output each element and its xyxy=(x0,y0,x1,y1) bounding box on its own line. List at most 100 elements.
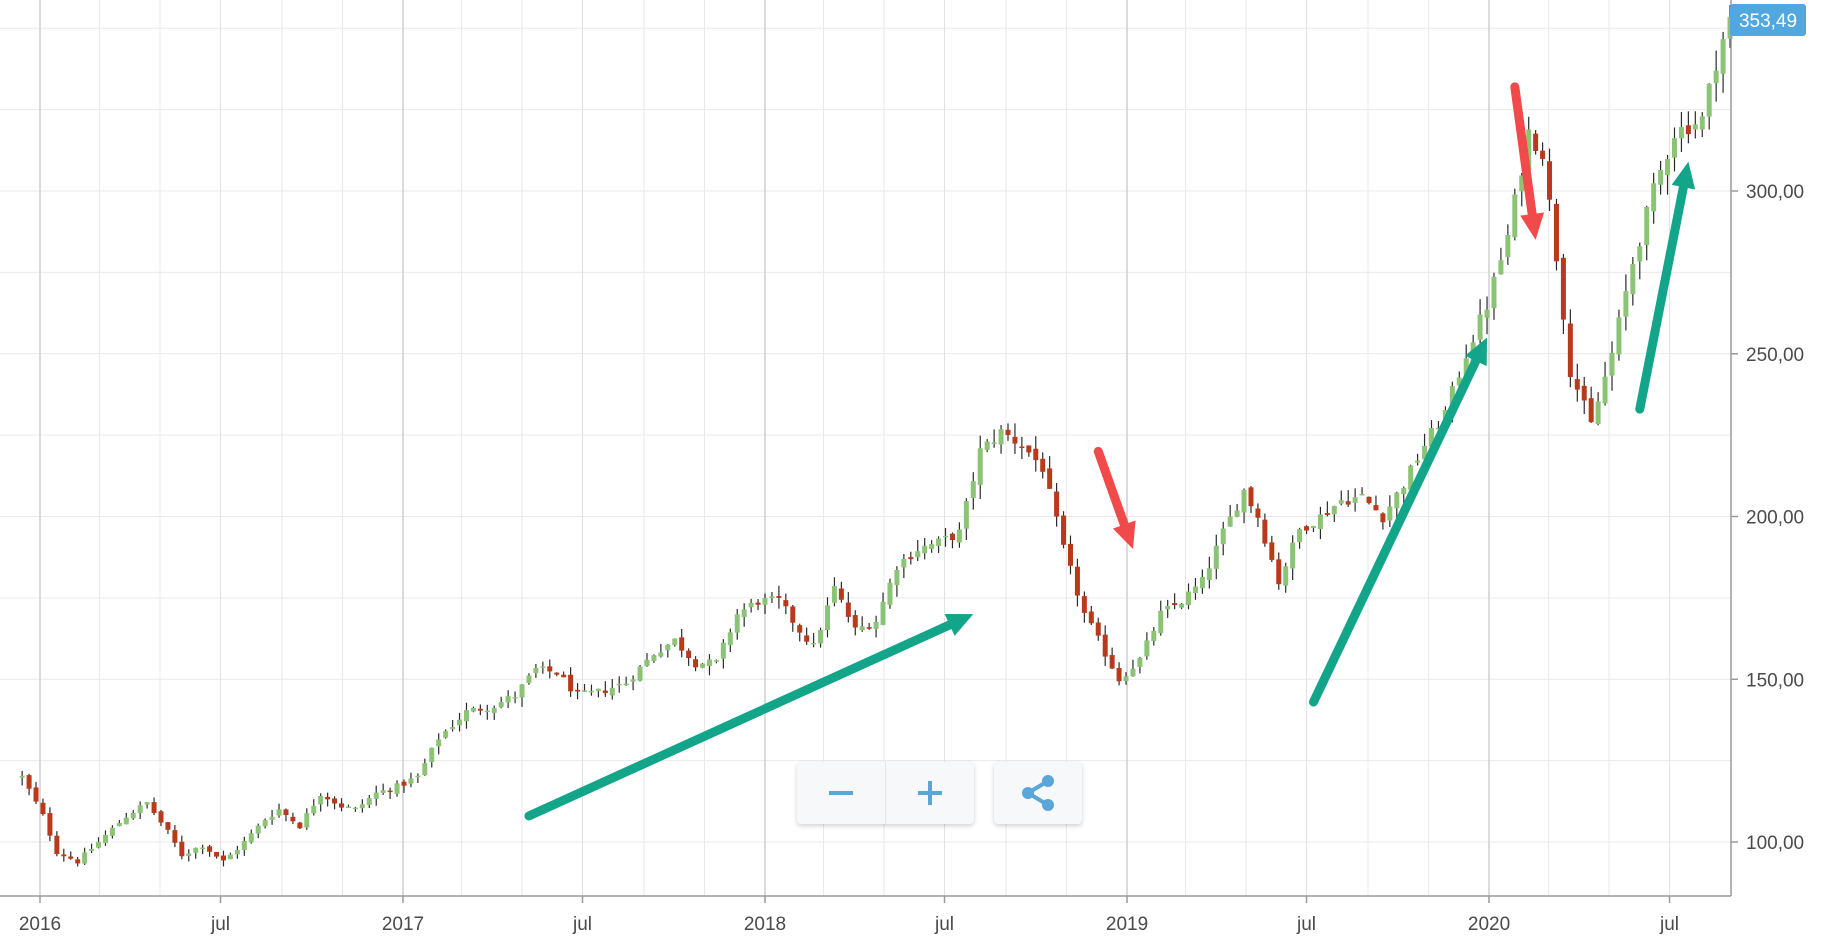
candle-up xyxy=(1671,138,1677,158)
candle-down xyxy=(1095,622,1101,636)
candle-down xyxy=(220,855,226,861)
candle-up xyxy=(1338,500,1344,504)
candle-down xyxy=(1685,125,1691,135)
candle-down xyxy=(783,600,789,607)
candle-up xyxy=(96,841,102,848)
candle-up xyxy=(859,626,865,631)
candle-down xyxy=(325,796,331,800)
candle-down xyxy=(33,787,39,802)
candle-down xyxy=(679,637,685,651)
candle-up xyxy=(1234,510,1240,517)
candle-up xyxy=(1144,640,1150,657)
candle-up xyxy=(1435,427,1441,430)
candle-up xyxy=(769,596,775,599)
candle-up xyxy=(1692,124,1698,130)
candle-up xyxy=(588,690,594,693)
candle-down xyxy=(554,672,560,675)
chart-controls xyxy=(797,762,1082,824)
candle-down xyxy=(1054,491,1060,517)
y-tick-label: 250,00 xyxy=(1746,345,1804,366)
candle-down xyxy=(1373,505,1379,511)
zoom-out-button[interactable] xyxy=(797,762,885,824)
candle-up xyxy=(512,697,518,699)
candle-up xyxy=(1352,497,1358,503)
candle-down xyxy=(214,851,220,857)
candle-up xyxy=(1706,83,1712,117)
candle-up xyxy=(255,825,261,834)
candle-down xyxy=(1026,445,1032,453)
candle-down xyxy=(151,802,157,814)
candle-up xyxy=(929,544,935,549)
candle-up xyxy=(1408,465,1414,490)
candle-down xyxy=(797,625,803,633)
candle-down xyxy=(26,775,32,789)
candle-down xyxy=(1366,496,1372,504)
candle-up xyxy=(1651,183,1657,212)
candle-down xyxy=(908,557,914,560)
x-tick-label: 2018 xyxy=(744,914,786,935)
candle-down xyxy=(1560,257,1566,320)
candle-up xyxy=(1456,377,1462,386)
candle-up xyxy=(1158,610,1164,634)
candle-down xyxy=(1172,603,1178,606)
candle-up xyxy=(1290,542,1296,569)
candle-down xyxy=(1005,429,1011,435)
candle-down xyxy=(283,809,289,816)
candle-up xyxy=(1519,175,1525,192)
share-icon xyxy=(1022,775,1054,811)
candle-down xyxy=(68,856,74,859)
candle-up xyxy=(748,602,754,608)
candle-up xyxy=(1192,586,1198,594)
candle-down xyxy=(1324,513,1330,515)
candle-up xyxy=(1394,492,1400,509)
candle-up xyxy=(470,707,476,712)
candle-down xyxy=(339,803,345,808)
candle-up xyxy=(1498,260,1504,275)
candle-up xyxy=(269,816,275,820)
candle-up xyxy=(915,551,921,558)
candle-up xyxy=(102,834,108,844)
candle-up xyxy=(1720,39,1726,74)
candle-up xyxy=(144,802,150,805)
candle-up xyxy=(1297,529,1303,543)
candle-down xyxy=(1540,150,1546,159)
x-tick-label: 2020 xyxy=(1468,914,1510,935)
candle-up xyxy=(1137,657,1143,667)
candle-up xyxy=(248,833,254,843)
candle-down xyxy=(1047,468,1053,489)
candle-down xyxy=(790,606,796,623)
candle-up xyxy=(1310,525,1316,528)
candle-up xyxy=(1678,126,1684,139)
candle-up xyxy=(484,710,490,713)
candle-down xyxy=(1345,501,1351,505)
candle-down xyxy=(547,666,553,672)
candle-up xyxy=(457,719,463,726)
candle-up xyxy=(609,687,615,696)
candle-up xyxy=(359,804,365,809)
candle-down xyxy=(575,689,581,692)
candle-up xyxy=(887,582,893,605)
candle-down xyxy=(602,690,608,694)
candle-up xyxy=(818,629,824,644)
candle-up xyxy=(651,655,657,662)
candle-up xyxy=(1123,676,1129,682)
candle-up xyxy=(637,666,643,681)
candle-up xyxy=(1491,276,1497,309)
zoom-in-button[interactable] xyxy=(885,762,974,824)
y-tick-label: 150,00 xyxy=(1746,670,1804,691)
candle-down xyxy=(54,835,60,854)
candle-up xyxy=(1616,317,1622,355)
candle-up xyxy=(630,679,636,682)
candle-up xyxy=(130,812,136,819)
candle-down xyxy=(1581,385,1587,401)
candle-up xyxy=(582,690,587,692)
candle-up xyxy=(82,852,88,864)
candle-up xyxy=(720,642,726,659)
candle-up xyxy=(318,795,324,805)
share-button[interactable] xyxy=(994,762,1082,824)
plus-icon xyxy=(918,781,942,805)
candle-up xyxy=(1512,194,1518,238)
candle-down xyxy=(477,708,483,711)
candle-up xyxy=(373,792,379,799)
